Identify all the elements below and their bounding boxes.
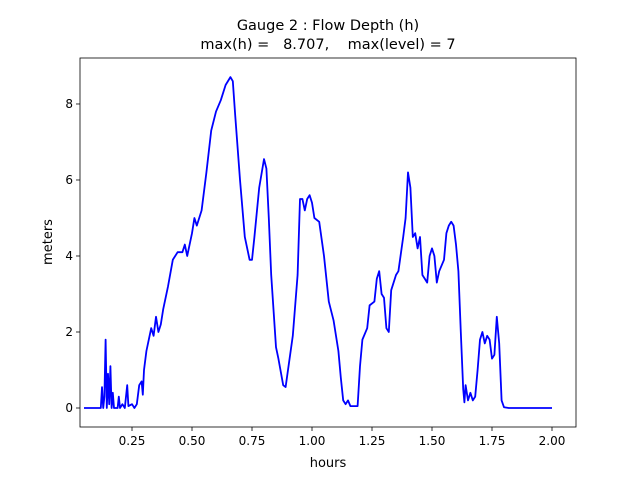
y-tick-label: 2 [65, 325, 73, 339]
chart-subtitle: max(h) = 8.707, max(level) = 7 [200, 37, 455, 53]
x-tick-label: 0.75 [239, 434, 266, 448]
y-tick-label: 0 [65, 401, 73, 415]
x-tick-label: 0.25 [119, 434, 146, 448]
data-line [84, 76, 552, 409]
chart-title: Gauge 2 : Flow Depth (h) [237, 18, 419, 34]
x-tick-label: 1.75 [479, 434, 506, 448]
x-tick-label: 1.25 [359, 434, 386, 448]
plot-frame [79, 57, 577, 428]
x-axis-label: hours [310, 456, 347, 471]
y-tick-label: 6 [65, 173, 73, 187]
x-tick-label: 1.50 [419, 434, 446, 448]
x-tick-label: 0.50 [179, 434, 206, 448]
y-axis-label: meters [41, 219, 56, 265]
x-tick-label: 1.00 [299, 434, 326, 448]
x-tick-label: 2.00 [539, 434, 566, 448]
y-tick-label: 8 [65, 97, 73, 111]
y-tick-label: 4 [65, 249, 73, 263]
